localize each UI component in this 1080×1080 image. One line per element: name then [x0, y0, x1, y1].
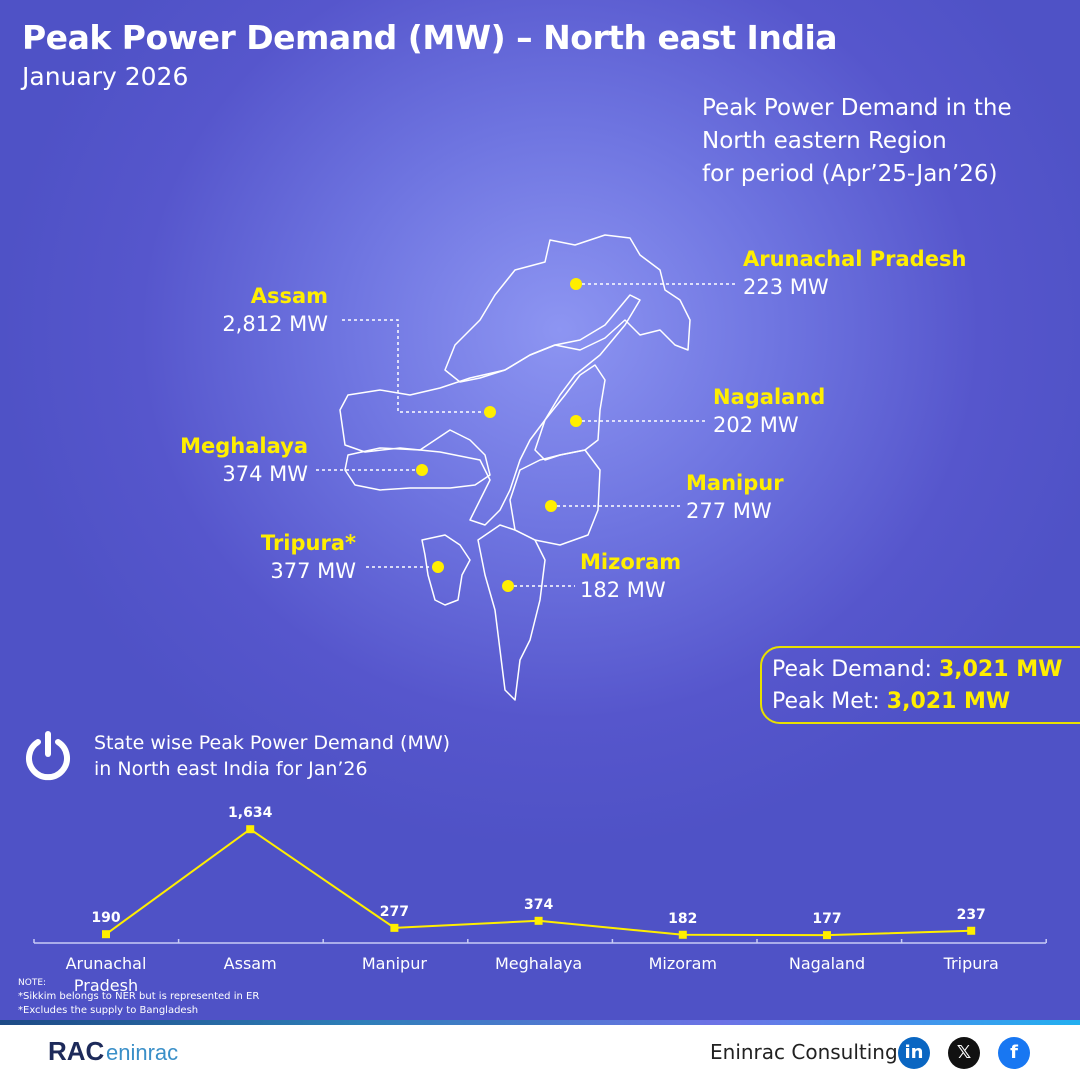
chart-title: State wise Peak Power Demand (MW) in Nort… [94, 732, 451, 780]
map-label-mizoram: Mizoram 182 MW [580, 550, 682, 602]
map-dot-mizoram [502, 580, 514, 592]
x-tick-label: Nagaland [788, 954, 866, 973]
map-label-meghalaya: Meghalaya 374 MW [180, 434, 308, 486]
page-title: Peak Power Demand (MW) – North east Indi… [22, 18, 838, 57]
map-label-arunachal: Arunachal Pradesh 223 MW [743, 247, 967, 299]
data-point [967, 926, 976, 935]
x-tick-label: Assam [223, 954, 277, 973]
map-label-manipur: Manipur 277 MW [686, 471, 784, 523]
map-dot-assam [484, 406, 496, 418]
period-caption: Peak Power Demand in the North eastern R… [702, 92, 1012, 191]
map-dot-arunachal [570, 278, 582, 290]
data-label: 1,634 [228, 805, 273, 821]
page-subtitle: January 2026 [22, 62, 189, 91]
data-label: 374 [524, 897, 553, 913]
svg-text:eninrac: eninrac [106, 1040, 178, 1065]
data-point [390, 923, 399, 932]
company-name: Eninrac Consulting [710, 1040, 898, 1064]
map-dot-nagaland [570, 415, 582, 427]
map-assam [339, 294, 641, 526]
ne-india-map [339, 234, 691, 701]
period-line: for period (Apr’25-Jan’26) [702, 161, 998, 187]
x-tick-label: Mizoram [648, 954, 717, 973]
power-icon [26, 731, 70, 781]
data-label: 237 [957, 907, 986, 923]
map-tripura [421, 534, 471, 606]
map-dot-tripura [432, 561, 444, 573]
map-label-assam: Assam 2,812 MW [222, 284, 328, 336]
notes: NOTE: *Sikkim belongs to NER but is repr… [18, 978, 260, 1016]
divider-bar [0, 1020, 1080, 1025]
peak-summary-box: Peak Demand: 3,021 MW Peak Met: 3,021 MW [760, 646, 1080, 724]
period-line: Peak Power Demand in the [702, 95, 1012, 121]
data-label: 277 [380, 904, 409, 920]
data-label: 190 [91, 910, 120, 926]
x-tick-label: Tripura [943, 954, 999, 973]
data-point [102, 930, 110, 939]
data-point [534, 916, 543, 925]
x-tick-label: Arunachal Pradesh [65, 954, 147, 995]
map-manipur [509, 449, 601, 546]
map-dot-meghalaya [416, 464, 428, 476]
line-chart: 190 1,634 277 374 182 177 237 [33, 805, 1047, 944]
facebook-icon[interactable]: f [998, 1037, 1030, 1069]
data-label: 177 [812, 911, 841, 927]
map-label-tripura: Tripura* 377 MW [260, 531, 356, 583]
map-label-nagaland: Nagaland 202 MW [713, 385, 826, 437]
map-mizoram [477, 524, 546, 701]
map-dot-manipur [545, 500, 557, 512]
map-arunachal [444, 234, 691, 383]
infographic: Peak Power Demand (MW) – North east Indi… [0, 0, 1080, 1022]
x-icon[interactable]: 𝕏 [948, 1037, 980, 1069]
linkedin-icon[interactable]: in [898, 1037, 930, 1069]
data-label: 182 [668, 911, 697, 927]
data-point [246, 825, 255, 834]
map-nagaland [534, 364, 606, 461]
svg-text:RAC: RAC [48, 1036, 105, 1066]
eninrac-logo: RAC eninrac [48, 1036, 188, 1072]
data-point [823, 931, 831, 940]
x-tick-label: Meghalaya [494, 954, 583, 973]
period-line: North eastern Region [702, 128, 947, 154]
data-point [678, 930, 687, 939]
map-meghalaya [344, 429, 491, 491]
x-tick-label: Manipur [361, 954, 427, 973]
